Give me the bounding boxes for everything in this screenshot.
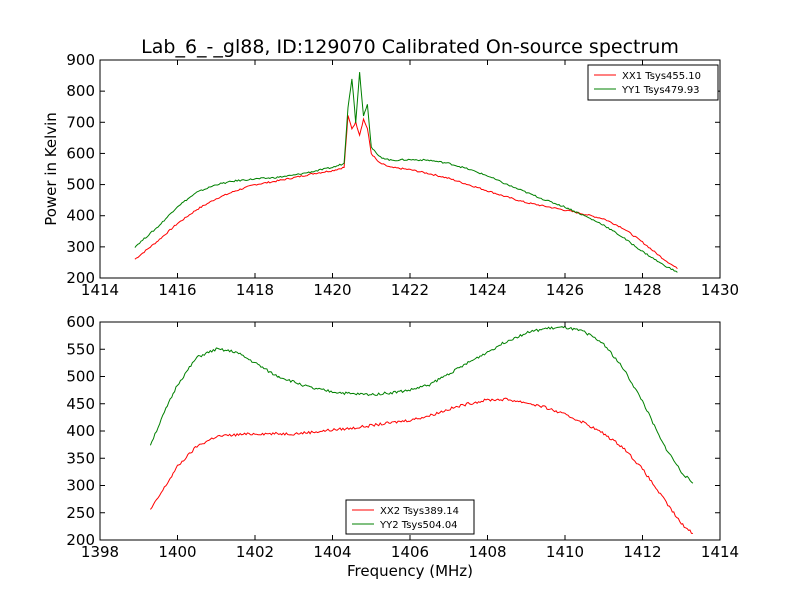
top-panel: 1414 1416 1418 1420 1422 1424 1426 1428 1430 200 3… [66,51,739,299]
x-tick-label: 1402 [236,543,274,561]
y-tick-label: 200 [66,531,95,549]
series-line-xx2 [150,397,693,534]
series-line-xx1 [134,115,678,270]
x-tick-label: 1416 [158,281,196,299]
x-tick-label: 1420 [313,281,351,299]
x-tick-label: 1418 [236,281,274,299]
legend-entry: XX1 Tsys455.10 [622,71,701,82]
y-tick-label: 450 [66,395,95,413]
legend: XX2 Tsys389.14 YY2 Tsys504.04 [345,499,475,535]
chart-title: Lab_6_-_gl88, ID:129070 Calibrated On-so… [141,36,679,58]
y-tick-label: 350 [66,449,95,467]
y-tick-label: 900 [66,51,95,69]
x-tick-label: 1428 [623,281,661,299]
legend-box [345,499,475,535]
y-axis-label: Power in Kelvin [42,112,60,226]
y-tick-label: 550 [66,340,95,358]
y-tick-label: 800 [66,82,95,100]
x-axis-label: Frequency (MHz) [347,562,473,580]
x-tick-label: 1410 [546,543,584,561]
legend-entry: YY1 Tsys479.93 [621,85,700,96]
legend-entry: YY2 Tsys504.04 [379,520,458,531]
x-tick-label: 1430 [701,281,739,299]
y-tick-label: 500 [66,368,95,386]
x-tick-label: 1426 [546,281,584,299]
series-line-yy1 [134,72,678,273]
x-tick-label: 1404 [313,543,351,561]
x-tick-label: 1422 [391,281,429,299]
y-tick-label: 400 [66,422,95,440]
y-tick-label: 300 [66,477,95,495]
y-tick-label: 600 [66,144,95,162]
x-tick-label: 1414 [701,543,739,561]
y-tick-label: 200 [66,269,95,287]
x-tick-label: 1412 [623,543,661,561]
y-tick-label: 600 [66,313,95,331]
series-line-yy2 [149,325,694,484]
bottom-panel: 1398 1400 1402 1404 1406 1408 1410 1412 1414 200 2… [66,313,739,561]
y-tick-label: 300 [66,238,95,256]
x-tick-label: 1414 [81,281,119,299]
y-tick-label: 250 [66,504,95,522]
legend: XX1 Tsys455.10 YY1 Tsys479.93 [587,64,719,101]
legend-box [587,64,719,101]
legend-entry: XX2 Tsys389.14 [380,506,459,517]
x-tick-label: 1406 [391,543,429,561]
x-tick-label: 1408 [468,543,506,561]
x-tick-label: 1424 [468,281,506,299]
x-tick-label: 1400 [158,543,196,561]
y-tick-label: 700 [66,113,95,131]
x-tick-label: 1398 [81,543,119,561]
y-tick-label: 400 [66,207,95,225]
y-tick-label: 500 [66,176,95,194]
